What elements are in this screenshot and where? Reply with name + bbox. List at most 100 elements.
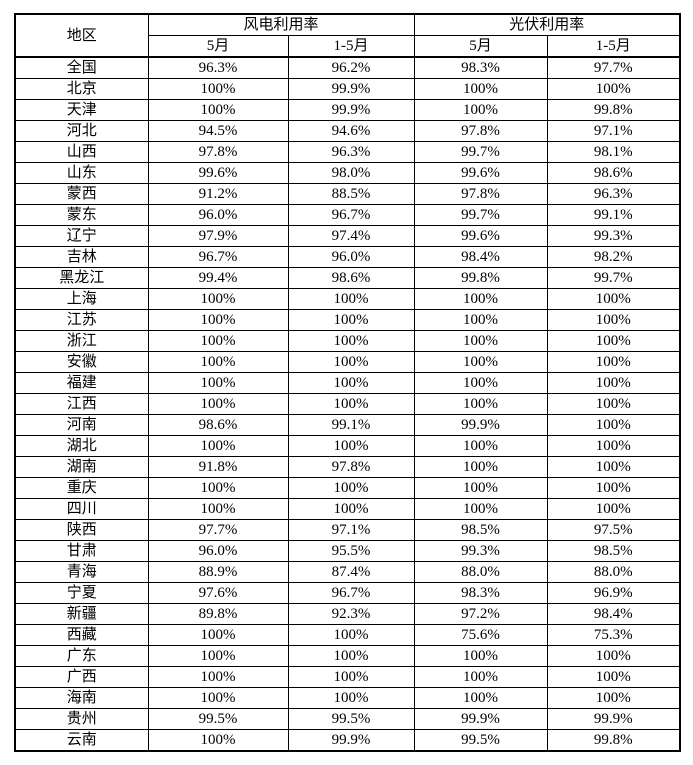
- value-cell: 100%: [287, 624, 415, 646]
- value-cell: 100%: [147, 99, 289, 121]
- value-cell: 100%: [546, 435, 681, 457]
- header-solar-utilization-group: 光伏利用率: [413, 13, 681, 36]
- value-cell: 91.2%: [147, 183, 289, 205]
- value-cell: 96.7%: [287, 204, 415, 226]
- value-cell: 100%: [413, 498, 548, 520]
- table-row: 安徽 100% 100% 100% 100%: [14, 351, 681, 373]
- value-cell: 100%: [147, 372, 289, 394]
- value-cell: 99.5%: [287, 708, 415, 730]
- value-cell: 98.5%: [413, 519, 548, 541]
- table-row: 吉林 96.7% 96.0% 98.4% 98.2%: [14, 246, 681, 268]
- value-cell: 97.5%: [546, 519, 681, 541]
- region-cell: 北京: [14, 78, 149, 100]
- value-cell: 100%: [287, 687, 415, 709]
- value-cell: 100%: [147, 78, 289, 100]
- value-cell: 100%: [147, 309, 289, 331]
- value-cell: 100%: [413, 309, 548, 331]
- table-row: 黑龙江 99.4% 98.6% 99.8% 99.7%: [14, 267, 681, 289]
- value-cell: 97.8%: [413, 183, 548, 205]
- value-cell: 100%: [413, 393, 548, 415]
- value-cell: 100%: [413, 78, 548, 100]
- table-row: 山西 97.8% 96.3% 99.7% 98.1%: [14, 141, 681, 163]
- value-cell: 97.8%: [147, 141, 289, 163]
- header-wind-utilization-group: 风电利用率: [147, 13, 415, 36]
- value-cell: 100%: [287, 288, 415, 310]
- region-cell: 宁夏: [14, 582, 149, 604]
- table-row: 福建 100% 100% 100% 100%: [14, 372, 681, 394]
- value-cell: 99.9%: [413, 708, 548, 730]
- table-row: 天津 100% 99.9% 100% 99.8%: [14, 99, 681, 121]
- value-cell: 99.1%: [287, 414, 415, 436]
- value-cell: 98.4%: [546, 603, 681, 625]
- table-row: 云南 100% 99.9% 99.5% 99.8%: [14, 729, 681, 752]
- value-cell: 100%: [287, 309, 415, 331]
- value-cell: 100%: [147, 393, 289, 415]
- value-cell: 97.6%: [147, 582, 289, 604]
- value-cell: 99.5%: [147, 708, 289, 730]
- table-body: 全国 96.3% 96.2% 98.3% 97.7% 北京 100% 99.9% 100% 100…: [14, 56, 681, 752]
- header-region: 地区: [14, 13, 149, 58]
- value-cell: 87.4%: [287, 561, 415, 583]
- value-cell: 100%: [413, 477, 548, 499]
- value-cell: 99.7%: [546, 267, 681, 289]
- value-cell: 100%: [147, 288, 289, 310]
- value-cell: 96.3%: [147, 56, 289, 79]
- table-row: 蒙东 96.0% 96.7% 99.7% 99.1%: [14, 204, 681, 226]
- value-cell: 100%: [413, 288, 548, 310]
- table-row: 四川 100% 100% 100% 100%: [14, 498, 681, 520]
- value-cell: 100%: [413, 666, 548, 688]
- value-cell: 88.9%: [147, 561, 289, 583]
- region-cell: 重庆: [14, 477, 149, 499]
- table-row: 湖南 91.8% 97.8% 100% 100%: [14, 456, 681, 478]
- table-row: 青海 88.9% 87.4% 88.0% 88.0%: [14, 561, 681, 583]
- region-cell: 蒙西: [14, 183, 149, 205]
- value-cell: 99.8%: [546, 99, 681, 121]
- value-cell: 100%: [147, 729, 289, 752]
- value-cell: 97.7%: [546, 56, 681, 79]
- value-cell: 99.4%: [147, 267, 289, 289]
- table-row: 湖北 100% 100% 100% 100%: [14, 435, 681, 457]
- value-cell: 99.7%: [413, 204, 548, 226]
- header-solar-jan-may: 1-5月: [546, 35, 681, 58]
- value-cell: 98.5%: [546, 540, 681, 562]
- value-cell: 98.6%: [147, 414, 289, 436]
- table-row: 北京 100% 99.9% 100% 100%: [14, 78, 681, 100]
- table-row: 重庆 100% 100% 100% 100%: [14, 477, 681, 499]
- value-cell: 96.0%: [287, 246, 415, 268]
- value-cell: 99.3%: [546, 225, 681, 247]
- value-cell: 100%: [287, 330, 415, 352]
- value-cell: 97.7%: [147, 519, 289, 541]
- value-cell: 99.6%: [413, 225, 548, 247]
- value-cell: 100%: [147, 435, 289, 457]
- value-cell: 100%: [287, 372, 415, 394]
- value-cell: 100%: [287, 498, 415, 520]
- value-cell: 99.9%: [413, 414, 548, 436]
- value-cell: 96.2%: [287, 56, 415, 79]
- value-cell: 98.6%: [287, 267, 415, 289]
- value-cell: 96.7%: [147, 246, 289, 268]
- value-cell: 100%: [147, 687, 289, 709]
- value-cell: 99.7%: [413, 141, 548, 163]
- table-row: 蒙西 91.2% 88.5% 97.8% 96.3%: [14, 183, 681, 205]
- region-cell: 山东: [14, 162, 149, 184]
- value-cell: 100%: [413, 99, 548, 121]
- region-cell: 全国: [14, 56, 149, 79]
- value-cell: 98.0%: [287, 162, 415, 184]
- value-cell: 94.5%: [147, 120, 289, 142]
- value-cell: 100%: [413, 372, 548, 394]
- region-cell: 云南: [14, 729, 149, 752]
- table-row: 西藏 100% 100% 75.6% 75.3%: [14, 624, 681, 646]
- value-cell: 98.6%: [546, 162, 681, 184]
- table-row: 山东 99.6% 98.0% 99.6% 98.6%: [14, 162, 681, 184]
- value-cell: 99.9%: [287, 78, 415, 100]
- region-cell: 四川: [14, 498, 149, 520]
- value-cell: 97.2%: [413, 603, 548, 625]
- value-cell: 100%: [147, 351, 289, 373]
- region-cell: 黑龙江: [14, 267, 149, 289]
- value-cell: 100%: [147, 498, 289, 520]
- region-cell: 甘肃: [14, 540, 149, 562]
- value-cell: 100%: [546, 645, 681, 667]
- value-cell: 100%: [413, 645, 548, 667]
- value-cell: 91.8%: [147, 456, 289, 478]
